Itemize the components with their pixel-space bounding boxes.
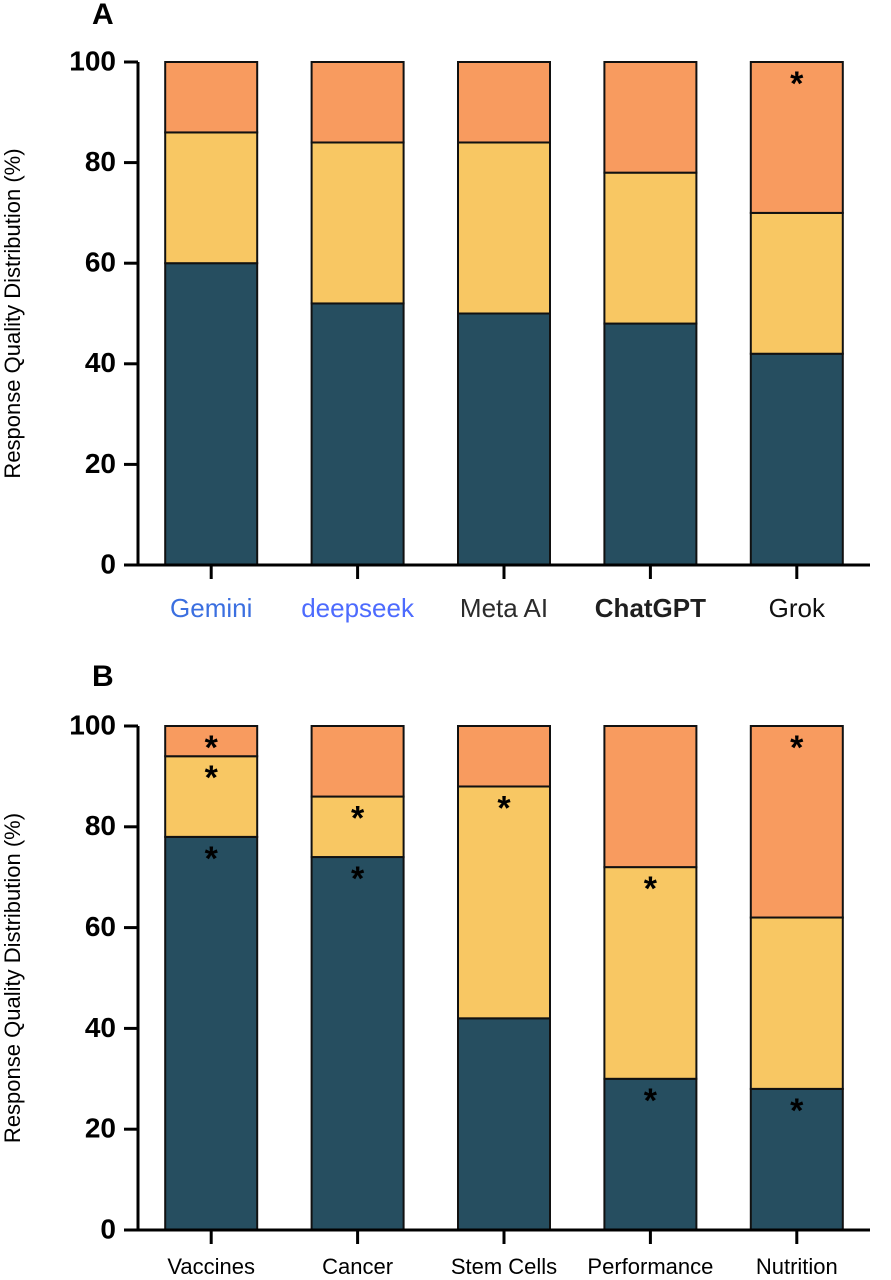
bar-segment bbox=[310, 61, 405, 144]
y-tick-label: 20 bbox=[85, 1113, 116, 1144]
bar-segment bbox=[749, 61, 844, 214]
y-axis-label: Response Quality Distribution (%) bbox=[0, 148, 25, 478]
y-tick-label: 40 bbox=[85, 347, 116, 378]
bar-segment bbox=[749, 1087, 844, 1231]
y-tick-label: 40 bbox=[85, 1012, 116, 1043]
x-tick-label: Stem Cells bbox=[451, 1254, 557, 1279]
significance-marker: * bbox=[790, 65, 804, 103]
bar-segment bbox=[457, 1017, 551, 1231]
bar-segment bbox=[603, 1077, 698, 1232]
y-tick-label: 80 bbox=[85, 146, 116, 177]
significance-marker: * bbox=[205, 840, 219, 878]
x-tick-label: Nutrition bbox=[756, 1254, 838, 1279]
significance-marker: * bbox=[205, 759, 219, 797]
bar-segment bbox=[603, 61, 698, 174]
x-tick-label: Grok bbox=[769, 593, 826, 623]
significance-marker: * bbox=[644, 870, 658, 908]
bar-segment bbox=[310, 725, 405, 798]
x-tick-label: Meta AI bbox=[460, 593, 548, 623]
bar-segment bbox=[749, 352, 844, 566]
significance-marker: * bbox=[205, 729, 219, 767]
bar-segment bbox=[749, 916, 844, 1090]
significance-marker: * bbox=[790, 1092, 804, 1130]
significance-marker: * bbox=[790, 729, 804, 767]
panel-title: A bbox=[92, 0, 114, 31]
bar-segment bbox=[164, 262, 259, 566]
bar-segment bbox=[603, 171, 698, 325]
y-tick-label: 60 bbox=[85, 911, 116, 942]
bar-segment bbox=[164, 725, 259, 758]
y-tick-label: 100 bbox=[69, 45, 116, 76]
x-tick-label: ChatGPT bbox=[595, 593, 706, 623]
bar-segment bbox=[164, 131, 259, 265]
bar-segment bbox=[603, 322, 698, 566]
bar-segment bbox=[457, 61, 551, 144]
bar-segment bbox=[310, 856, 405, 1231]
significance-marker: * bbox=[351, 800, 365, 838]
x-tick-label: Vaccines bbox=[167, 1254, 255, 1279]
x-tick-label: Gemini bbox=[170, 593, 252, 623]
y-tick-label: 60 bbox=[85, 247, 116, 278]
bar-segment bbox=[603, 866, 698, 1080]
y-axis-label: Response Quality Distribution (%) bbox=[0, 813, 25, 1143]
y-tick-label: 0 bbox=[100, 1213, 116, 1244]
significance-marker: * bbox=[497, 789, 511, 827]
bar-segment bbox=[164, 755, 259, 838]
significance-marker: * bbox=[351, 860, 365, 898]
bar-segment bbox=[457, 312, 551, 566]
bar-segment bbox=[310, 302, 405, 566]
bar-segment bbox=[457, 141, 551, 315]
bar-segment bbox=[749, 725, 844, 919]
x-tick-label: deepseek bbox=[301, 593, 415, 623]
bar-segment bbox=[603, 725, 698, 869]
bar-segment bbox=[457, 785, 551, 1020]
bar-segment bbox=[164, 61, 259, 134]
y-tick-label: 20 bbox=[85, 448, 116, 479]
y-tick-label: 80 bbox=[85, 810, 116, 841]
bar-segment bbox=[310, 141, 405, 305]
bar-segment bbox=[749, 211, 844, 355]
bar-segment bbox=[164, 835, 259, 1231]
y-tick-label: 100 bbox=[69, 709, 116, 740]
y-tick-label: 0 bbox=[100, 548, 116, 579]
x-tick-label: Performance bbox=[587, 1254, 713, 1279]
bar-segment bbox=[310, 795, 405, 859]
x-tick-label: Cancer bbox=[322, 1254, 393, 1279]
panel-title: B bbox=[92, 660, 114, 693]
bar-segment bbox=[457, 725, 551, 788]
significance-marker: * bbox=[644, 1082, 658, 1120]
